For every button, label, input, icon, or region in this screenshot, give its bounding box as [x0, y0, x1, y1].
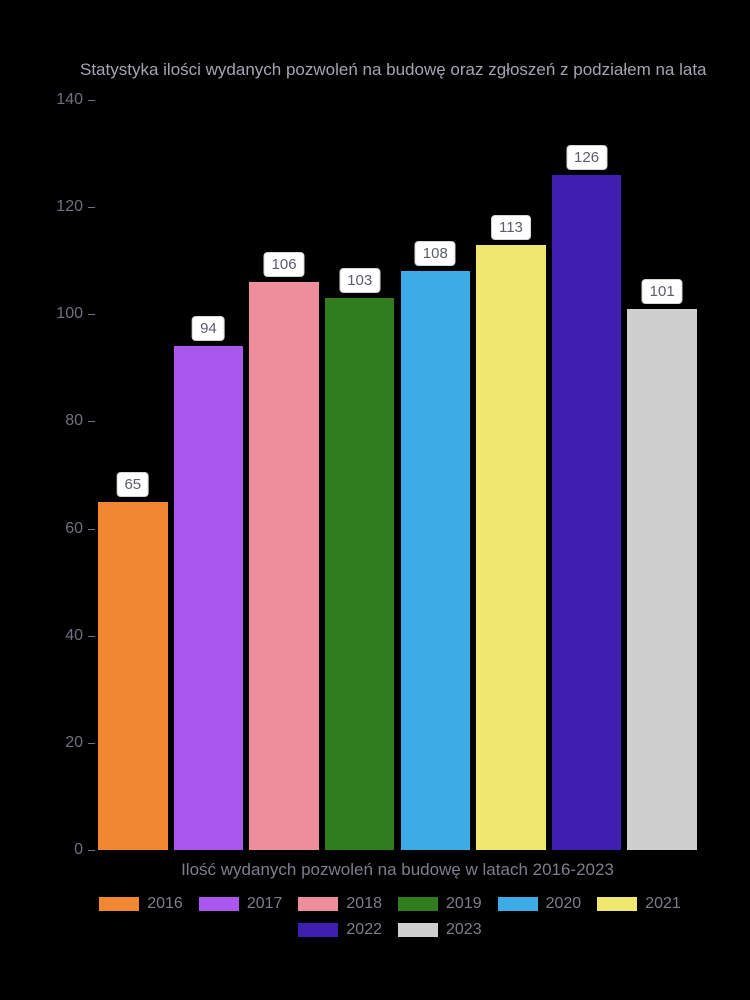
y-tick-label: 120: [3, 198, 83, 216]
y-tick-mark: [88, 421, 95, 422]
legend-item-2021: 2021: [597, 895, 681, 913]
chart-container: Statystyka ilości wydanych pozwoleń na b…: [0, 0, 750, 1000]
y-tick-mark: [88, 636, 95, 637]
legend-item-2019: 2019: [398, 895, 482, 913]
legend-label: 2023: [446, 921, 482, 939]
bar-value-label: 113: [491, 215, 531, 240]
bar-value-label: 108: [415, 241, 456, 266]
legend-swatch: [298, 897, 338, 911]
legend-label: 2021: [645, 895, 681, 913]
plot-area: 6594106103108113126101: [95, 100, 700, 850]
bar-value-label: 103: [339, 268, 380, 293]
legend-item-2023: 2023: [398, 921, 482, 939]
y-tick-mark: [88, 850, 95, 851]
bar-2019: 103: [325, 298, 395, 850]
y-tick-label: 40: [3, 627, 83, 645]
y-tick-label: 140: [3, 91, 83, 109]
legend-swatch: [498, 897, 538, 911]
legend-swatch: [199, 897, 239, 911]
y-tick-label: 80: [3, 412, 83, 430]
legend-swatch: [398, 923, 438, 937]
bar-2018: 106: [249, 282, 319, 850]
bar-2021: 113: [476, 245, 546, 850]
chart-title: Statystyka ilości wydanych pozwoleń na b…: [80, 60, 710, 80]
bar-value-label: 126: [566, 145, 607, 170]
legend-item-2022: 2022: [298, 921, 382, 939]
legend-swatch: [597, 897, 637, 911]
bar-2017: 94: [174, 346, 244, 850]
y-tick-label: 20: [3, 734, 83, 752]
bar-2020: 108: [401, 271, 471, 850]
y-tick-label: 0: [3, 841, 83, 859]
legend-label: 2016: [147, 895, 183, 913]
y-tick-mark: [88, 743, 95, 744]
bar-value-label: 106: [264, 252, 305, 277]
bar-2022: 126: [552, 175, 622, 850]
y-tick-mark: [88, 100, 95, 101]
bar-value-label: 94: [192, 316, 225, 341]
legend-item-2017: 2017: [199, 895, 283, 913]
x-axis-label: Ilość wydanych pozwoleń na budowę w lata…: [95, 860, 700, 880]
legend: 2016 2017 2018 2019 2020 2021 2022 2023: [70, 895, 710, 939]
y-tick-mark: [88, 207, 95, 208]
legend-label: 2019: [446, 895, 482, 913]
bar-2023: 101: [627, 309, 697, 850]
y-tick-label: 100: [3, 305, 83, 323]
legend-label: 2020: [546, 895, 582, 913]
y-tick-label: 60: [3, 520, 83, 538]
y-axis: 020406080100120140: [0, 100, 95, 850]
bar-value-label: 101: [642, 279, 683, 304]
legend-label: 2017: [247, 895, 283, 913]
y-tick-mark: [88, 314, 95, 315]
legend-label: 2018: [346, 895, 382, 913]
legend-label: 2022: [346, 921, 382, 939]
y-tick-mark: [88, 529, 95, 530]
bar-value-label: 65: [116, 472, 149, 497]
legend-item-2016: 2016: [99, 895, 183, 913]
legend-swatch: [398, 897, 438, 911]
legend-item-2020: 2020: [498, 895, 582, 913]
legend-swatch: [99, 897, 139, 911]
legend-item-2018: 2018: [298, 895, 382, 913]
bar-2016: 65: [98, 502, 168, 850]
legend-swatch: [298, 923, 338, 937]
bars-group: 6594106103108113126101: [95, 100, 700, 850]
